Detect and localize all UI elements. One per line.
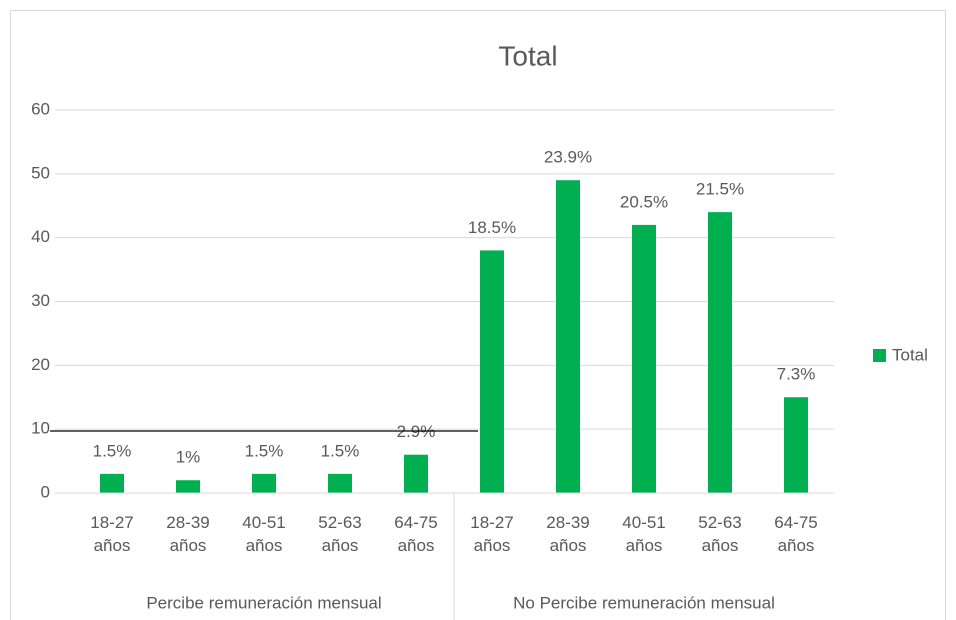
data-label: 1.5% xyxy=(93,441,132,460)
x-tick-line: años xyxy=(778,536,815,555)
y-tick-label: 0 xyxy=(41,482,50,501)
x-tick-line: 18-27 xyxy=(90,513,133,532)
y-tick-label: 50 xyxy=(31,163,50,182)
x-tick-line: años xyxy=(550,536,587,555)
x-tick-line: 28-39 xyxy=(166,513,209,532)
x-tick-label: 18-27 años xyxy=(470,513,513,555)
x-tick-line: 64-75 xyxy=(394,513,437,532)
x-tick-line: 40-51 xyxy=(242,513,285,532)
bar xyxy=(328,473,352,493)
x-tick-label: 28-39 años xyxy=(166,513,209,555)
y-tick-label: 20 xyxy=(31,355,50,374)
x-tick-line: 28-39 xyxy=(546,513,589,532)
data-label: 1% xyxy=(176,448,201,467)
data-label: 2.9% xyxy=(397,422,436,441)
bar xyxy=(404,454,428,493)
y-tick-label: 10 xyxy=(31,419,50,438)
x-tick-line: años xyxy=(246,536,283,555)
data-label: 20.5% xyxy=(620,192,668,211)
x-tick-label: 52-63 años xyxy=(318,513,361,555)
x-tick-line: años xyxy=(702,536,739,555)
data-label: 1.5% xyxy=(245,441,284,460)
data-label: 7.3% xyxy=(777,365,816,384)
x-tick-line: años xyxy=(474,536,511,555)
data-label: 23.9% xyxy=(544,148,592,167)
x-tick-line: 18-27 xyxy=(470,513,513,532)
y-tick-label: 40 xyxy=(31,227,50,246)
x-tick-line: 52-63 xyxy=(698,513,741,532)
x-tick-label: 40-51 años xyxy=(242,513,285,555)
y-tick-label: 30 xyxy=(31,291,50,310)
x-tick-line: 52-63 xyxy=(318,513,361,532)
x-tick-line: 64-75 xyxy=(774,513,817,532)
bar xyxy=(708,212,732,493)
x-tick-label: 28-39 años xyxy=(546,513,589,555)
data-label: 1.5% xyxy=(321,441,360,460)
x-tick-line: años xyxy=(170,536,207,555)
x-tick-label: 18-27 años xyxy=(90,513,133,555)
chart-frame xyxy=(10,10,946,620)
x-tick-line: años xyxy=(94,536,131,555)
x-tick-line: 40-51 xyxy=(622,513,665,532)
bar xyxy=(784,397,808,493)
bar xyxy=(100,473,124,493)
data-label: 18.5% xyxy=(468,218,516,237)
bar xyxy=(480,250,504,493)
x-tick-line: años xyxy=(626,536,663,555)
legend-swatch xyxy=(873,349,886,362)
bar xyxy=(632,224,656,493)
x-tick-line: años xyxy=(398,536,435,555)
x-tick-label: 40-51 años xyxy=(622,513,665,555)
bar xyxy=(556,180,580,493)
bar xyxy=(176,480,200,493)
x-tick-line: años xyxy=(322,536,359,555)
bar xyxy=(252,473,276,493)
data-label: 21.5% xyxy=(696,180,744,199)
x-tick-label: 64-75 años xyxy=(774,513,817,555)
chart-title: Total xyxy=(498,40,557,71)
legend-label: Total xyxy=(892,345,928,364)
x-tick-label: 52-63 años xyxy=(698,513,741,555)
group-label: Percibe remuneración mensual xyxy=(146,593,381,612)
y-tick-label: 60 xyxy=(31,99,50,118)
group-label: No Percibe remuneración mensual xyxy=(513,593,775,612)
x-tick-label: 64-75 años xyxy=(394,513,437,555)
